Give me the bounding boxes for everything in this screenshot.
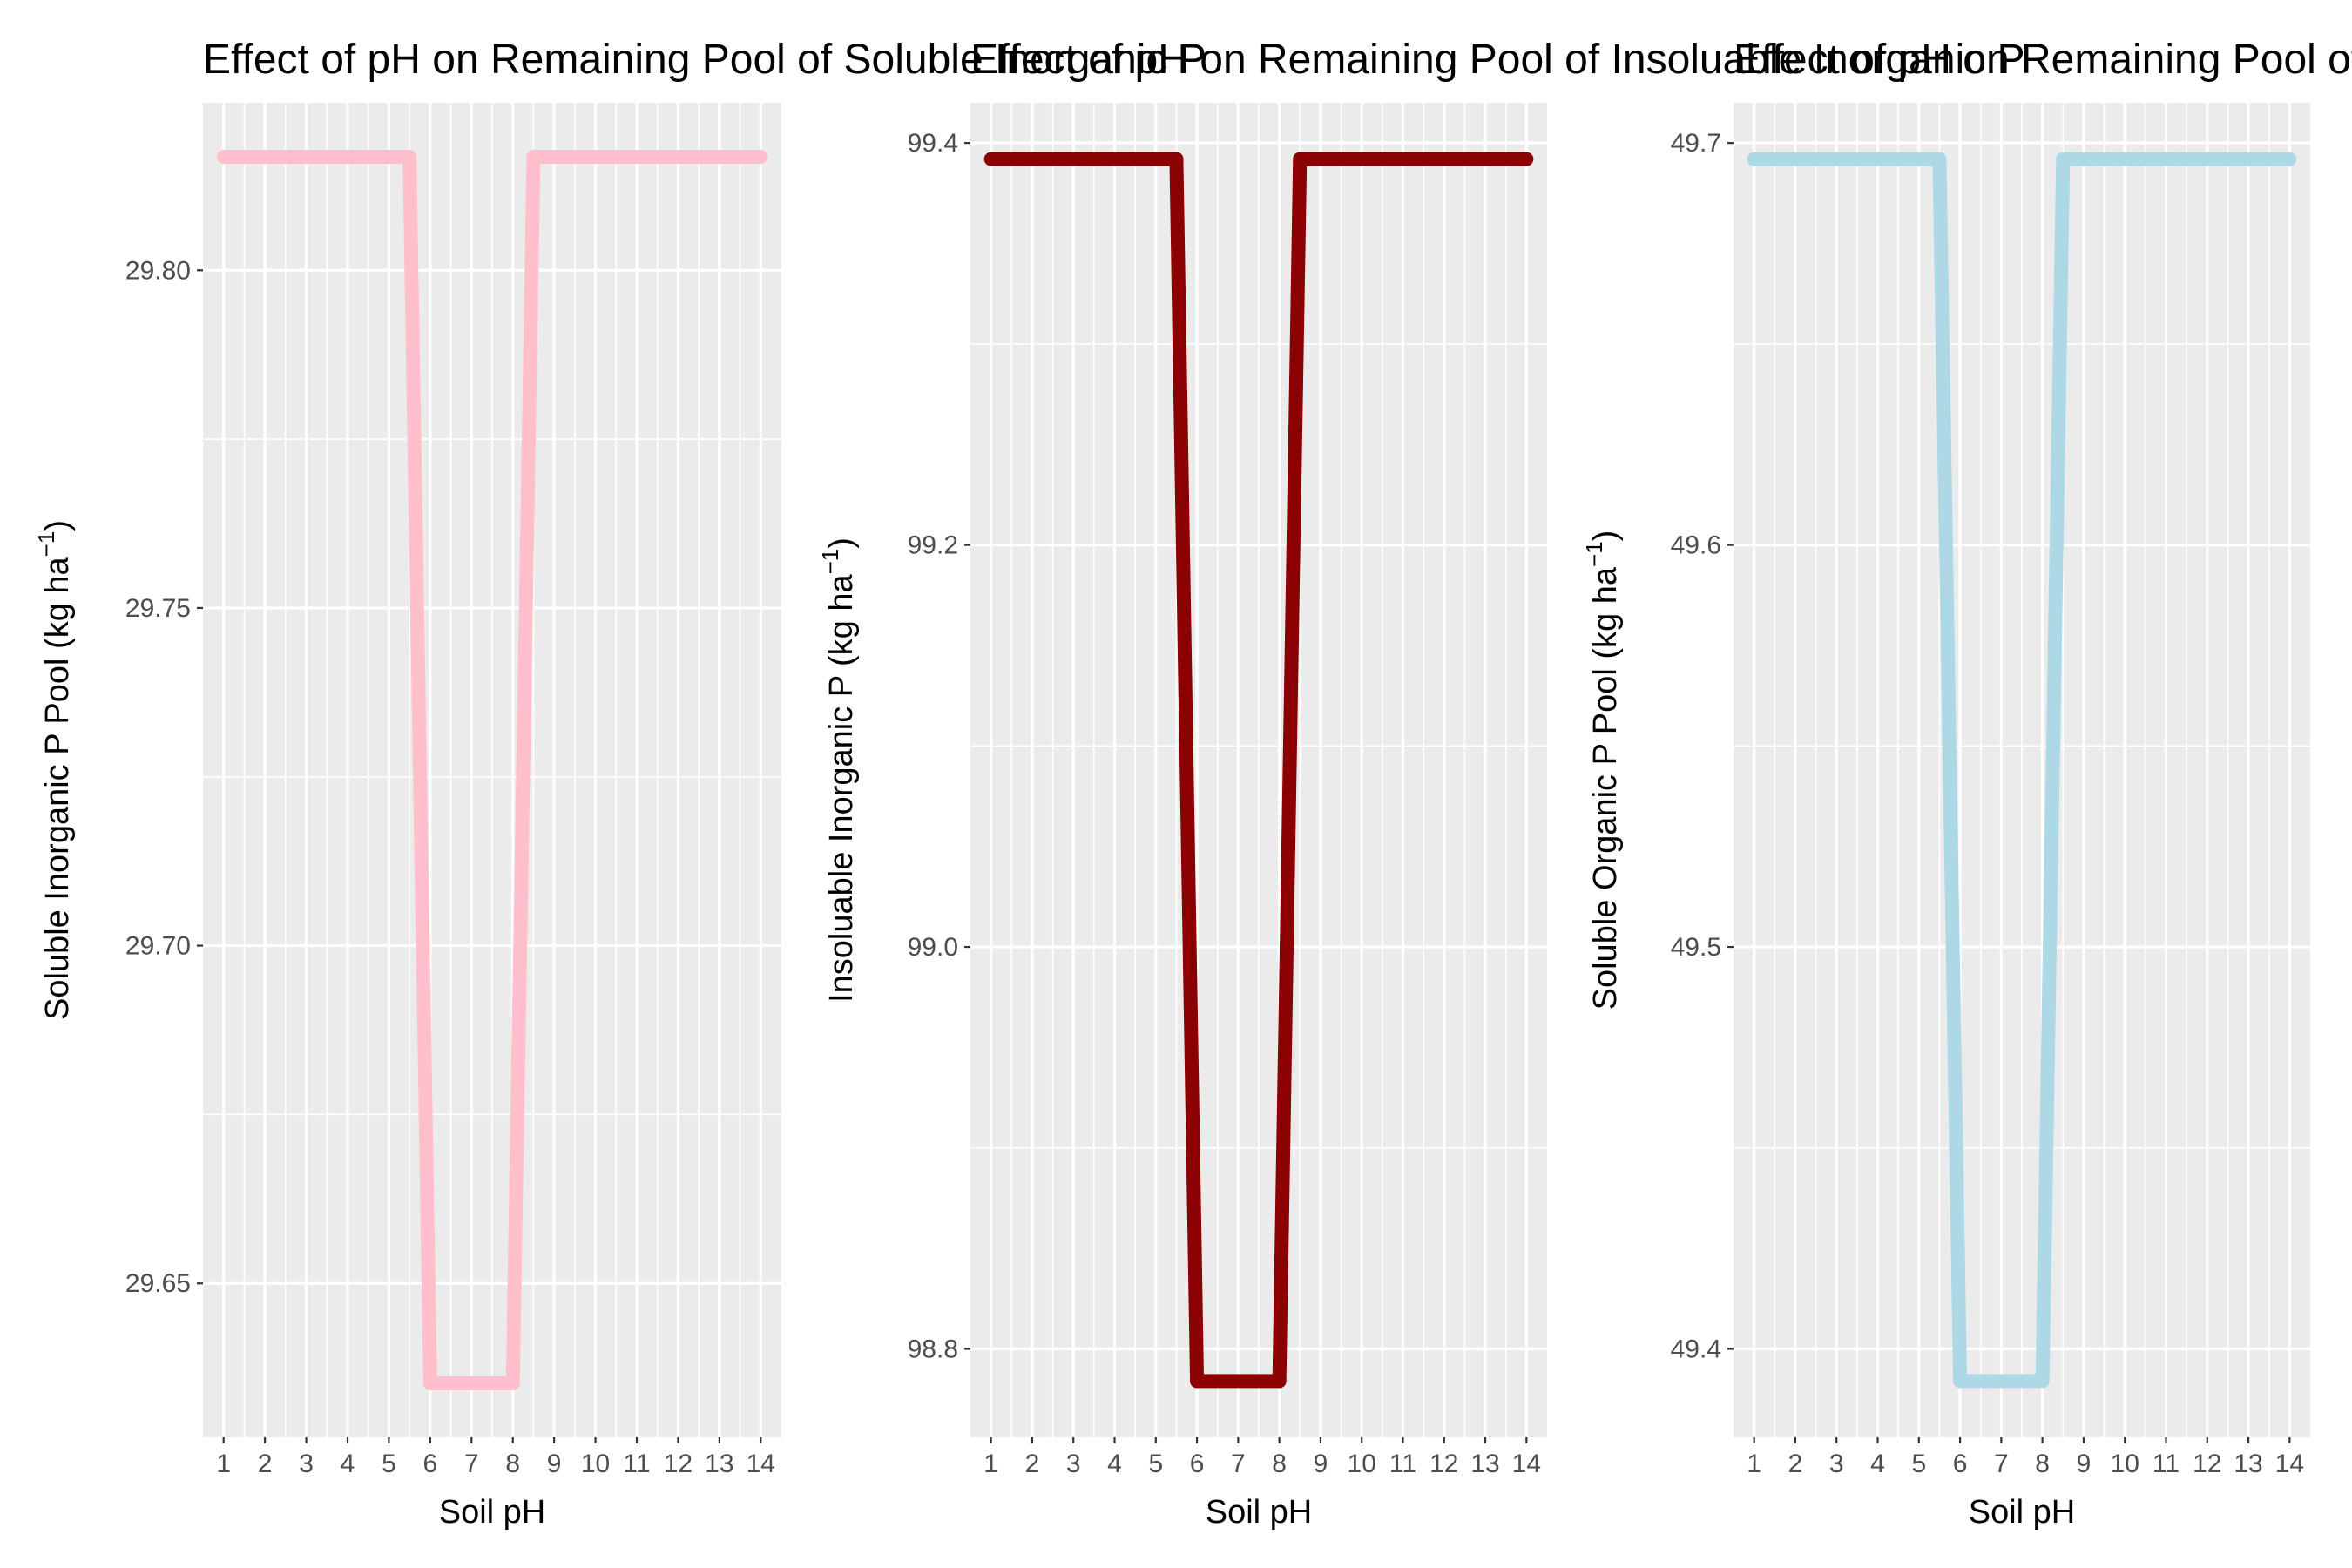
x-tick-label: 14	[1512, 1450, 1541, 1478]
x-tick-label: 5	[1148, 1450, 1163, 1478]
y-axis-title-main: Soluble Organic P Pool (kg ha	[1587, 566, 1624, 1010]
data-point	[1747, 152, 1761, 166]
data-point	[1953, 1374, 1968, 1389]
x-tick-label: 7	[464, 1450, 479, 1478]
chart-panel-1: 1 2 3 4 5 6 7 8 9 10 11 12 13 1429.6529.7029.7529.80S…	[33, 103, 781, 1531]
x-tick-label: 11	[623, 1450, 650, 1478]
y-tick-label: 29.80	[125, 256, 191, 285]
y-tick-label: 29.75	[125, 594, 191, 623]
y-axis-title-main: Soluble Inorganic P Pool (kg ha	[39, 556, 76, 1020]
x-tick-label: 10	[1348, 1450, 1376, 1478]
x-tick-label: 9	[1314, 1450, 1328, 1478]
x-tick-label: 6	[423, 1450, 438, 1478]
titles-layer: Effect of pH on Remaining Pool of Solubl…	[203, 37, 2352, 83]
data-point	[505, 1375, 520, 1390]
y-axis-title-superscript: −1	[33, 531, 59, 558]
data-point	[402, 150, 417, 165]
y-axis-title-close: )	[823, 537, 860, 549]
x-tick-label: 7	[1994, 1450, 2009, 1478]
data-point	[1272, 1374, 1287, 1389]
x-tick-label: 11	[1389, 1450, 1416, 1478]
x-axis-title: Soil pH	[439, 1494, 546, 1531]
x-tick-label: 3	[1066, 1450, 1081, 1478]
y-tick-label: 29.65	[125, 1269, 191, 1298]
panel-title-2: Effect of pH on Remaining Pool of Insolu…	[970, 37, 2025, 83]
x-tick-label: 13	[1470, 1450, 1499, 1478]
x-tick-label: 13	[705, 1450, 733, 1478]
data-point	[422, 1375, 437, 1390]
panel-title-3: Effect of pH on Remaining Pool of Solubl…	[1734, 37, 2352, 83]
data-point	[526, 150, 541, 165]
data-point	[1169, 152, 1184, 166]
x-tick-label: 1	[1747, 1450, 1761, 1478]
x-tick-label: 10	[2111, 1450, 2139, 1478]
data-point	[216, 150, 231, 165]
x-tick-label: 3	[299, 1450, 314, 1478]
y-tick-label: 49.6	[1671, 531, 1721, 560]
panels-layer: 1 2 3 4 5 6 7 8 9 10 11 12 13 1429.6529.7029.7529.80S…	[33, 103, 2310, 1531]
x-tick-label: 10	[581, 1450, 610, 1478]
y-tick-label: 99.4	[908, 129, 958, 158]
x-tick-label: 12	[2193, 1450, 2221, 1478]
x-tick-label: 2	[1025, 1450, 1040, 1478]
series-line-1	[990, 152, 1527, 1389]
data-point	[2035, 1374, 2050, 1389]
x-tick-label: 2	[1788, 1450, 1803, 1478]
data-point	[983, 152, 998, 166]
x-tick-label: 4	[341, 1450, 355, 1478]
data-point	[1190, 1374, 1205, 1389]
chart-panel-3: 1 2 3 4 5 6 7 8 9 10 11 12 13 1449.449.549.649.7Soil …	[1581, 103, 2310, 1531]
x-tick-label: 8	[505, 1450, 520, 1478]
y-axis-title-close: )	[1587, 531, 1624, 542]
series-line-1	[223, 150, 761, 1390]
x-tick-label: 3	[1829, 1450, 1844, 1478]
x-tick-label: 8	[2035, 1450, 2050, 1478]
x-axis-title: Soil pH	[1206, 1494, 1313, 1531]
data-point	[1519, 152, 1534, 166]
x-tick-label: 11	[2153, 1450, 2180, 1478]
x-tick-label: 1	[983, 1450, 998, 1478]
y-tick-label: 49.7	[1671, 129, 1721, 158]
data-point	[754, 150, 768, 165]
x-tick-label: 5	[382, 1450, 396, 1478]
y-axis-title: Soluble Organic P Pool (kg ha−1)	[1581, 531, 1624, 1010]
x-tick-label: 6	[1953, 1450, 1968, 1478]
y-tick-label: 98.8	[908, 1335, 958, 1363]
x-tick-label: 12	[1429, 1450, 1458, 1478]
x-tick-label: 12	[664, 1450, 693, 1478]
x-tick-label: 7	[1231, 1450, 1246, 1478]
x-tick-label: 1	[216, 1450, 231, 1478]
x-tick-label: 14	[747, 1450, 775, 1478]
x-tick-label: 8	[1272, 1450, 1287, 1478]
y-tick-label: 99.0	[908, 933, 958, 962]
panel-title-1: Effect of pH on Remaining Pool of Solubl…	[203, 37, 1206, 83]
data-point	[1932, 152, 1947, 166]
y-axis-title-superscript: −1	[1581, 541, 1607, 567]
y-tick-label: 49.5	[1671, 933, 1721, 962]
x-tick-label: 9	[547, 1450, 562, 1478]
y-tick-label: 49.4	[1671, 1335, 1721, 1363]
x-tick-label: 14	[2275, 1450, 2304, 1478]
x-tick-label: 4	[1870, 1450, 1885, 1478]
y-axis-title: Soluble Inorganic P Pool (kg ha−1)	[33, 520, 76, 1020]
x-tick-label: 5	[1911, 1450, 1926, 1478]
y-axis-title-close: )	[39, 520, 76, 531]
x-tick-label: 4	[1107, 1450, 1122, 1478]
data-point	[2282, 152, 2297, 166]
series-line-1	[1754, 152, 2290, 1389]
y-axis-title-main: Insoluable Inorganic P (kg ha	[823, 574, 860, 1003]
x-tick-label: 6	[1190, 1450, 1205, 1478]
y-tick-label: 99.2	[908, 531, 958, 560]
x-tick-label: 9	[2077, 1450, 2092, 1478]
y-tick-label: 29.70	[125, 932, 191, 961]
x-tick-label: 2	[258, 1450, 273, 1478]
x-axis-title: Soil pH	[1969, 1494, 2076, 1531]
y-axis-title-superscript: −1	[817, 549, 843, 575]
y-axis-title: Insoluable Inorganic P (kg ha−1)	[817, 537, 860, 1003]
data-point	[1293, 152, 1308, 166]
chart-panel-2: 1 2 3 4 5 6 7 8 9 10 11 12 13 1498.899.099.299.4Soil …	[817, 103, 1547, 1531]
x-tick-label: 13	[2234, 1450, 2262, 1478]
data-point	[2056, 152, 2071, 166]
